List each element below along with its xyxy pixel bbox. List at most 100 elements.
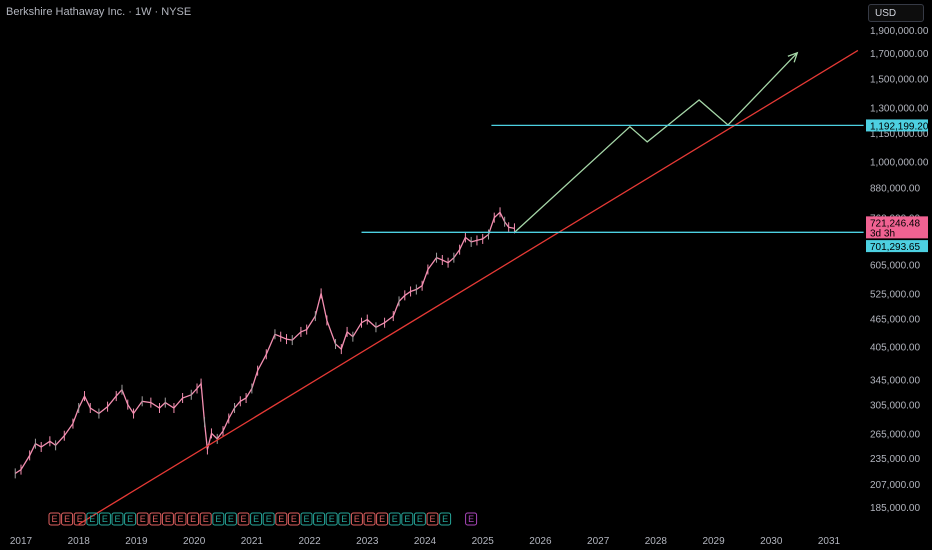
x-tick-label: 2017 (10, 536, 33, 547)
svg-text:E: E (316, 514, 322, 524)
earnings-marker[interactable]: E (149, 512, 162, 526)
earnings-marker[interactable]: E (388, 512, 401, 526)
svg-text:E: E (429, 514, 435, 524)
y-tick-label: 235,000.00 (870, 454, 920, 465)
earnings-marker[interactable]: E (401, 512, 414, 526)
svg-text:3d 3h: 3d 3h (870, 228, 895, 239)
svg-text:E: E (379, 514, 385, 524)
earnings-marker[interactable]: E (111, 512, 124, 526)
projection-path[interactable] (514, 52, 798, 233)
earnings-marker[interactable]: E (48, 512, 61, 526)
earnings-marker[interactable]: E (313, 512, 326, 526)
earnings-marker[interactable]: E (350, 512, 363, 526)
earnings-marker[interactable]: E (199, 512, 212, 526)
svg-text:E: E (291, 514, 297, 524)
svg-text:1,192,199.20: 1,192,199.20 (870, 121, 929, 132)
earnings-marker[interactable]: E (174, 512, 187, 526)
earnings-marker[interactable]: E (338, 512, 351, 526)
x-tick-label: 2031 (818, 536, 841, 547)
earnings-marker[interactable]: E (61, 512, 74, 526)
svg-text:E: E (366, 514, 372, 524)
earnings-marker[interactable]: E (86, 512, 99, 526)
y-tick-label: 1,700,000.00 (870, 49, 929, 60)
svg-text:E: E (190, 514, 196, 524)
earnings-marker[interactable]: E (124, 512, 137, 526)
svg-text:E: E (278, 514, 284, 524)
x-tick-label: 2019 (125, 536, 148, 547)
currency-selector[interactable]: USD (868, 4, 924, 22)
earnings-marker[interactable]: E (413, 512, 426, 526)
earnings-marker[interactable]: E (363, 512, 376, 526)
svg-text:E: E (228, 514, 234, 524)
x-tick-label: 2026 (529, 536, 552, 547)
earnings-marker[interactable]: E (426, 512, 439, 526)
svg-text:E: E (140, 514, 146, 524)
x-tick-label: 2030 (760, 536, 783, 547)
x-tick-label: 2021 (241, 536, 264, 547)
y-tick-label: 465,000.00 (870, 314, 920, 325)
support-trendline[interactable] (78, 49, 859, 525)
x-tick-label: 2022 (298, 536, 321, 547)
earnings-marker[interactable]: E (262, 512, 275, 526)
earnings-marker[interactable]: E (136, 512, 149, 526)
svg-text:E: E (329, 514, 335, 524)
earnings-marker[interactable]: E (224, 512, 237, 526)
y-tick-label: 880,000.00 (870, 184, 920, 195)
svg-text:E: E (341, 514, 347, 524)
svg-text:E: E (102, 514, 108, 524)
svg-text:E: E (127, 514, 133, 524)
earnings-marker[interactable]: E (212, 512, 225, 526)
svg-text:E: E (89, 514, 95, 524)
svg-text:E: E (404, 514, 410, 524)
svg-text:E: E (303, 514, 309, 524)
x-tick-label: 2027 (587, 536, 610, 547)
y-tick-label: 525,000.00 (870, 289, 920, 300)
svg-text:E: E (51, 514, 57, 524)
svg-text:E: E (203, 514, 209, 524)
y-tick-label: 185,000.00 (870, 503, 920, 514)
svg-text:E: E (177, 514, 183, 524)
svg-text:E: E (64, 514, 70, 524)
svg-text:E: E (165, 514, 171, 524)
svg-text:E: E (114, 514, 120, 524)
svg-text:E: E (240, 514, 246, 524)
svg-text:E: E (354, 514, 360, 524)
earnings-marker[interactable]: E (325, 512, 338, 526)
drawing-layer (14, 49, 864, 525)
earnings-marker[interactable]: E (73, 512, 86, 526)
earnings-marker[interactable]: E (376, 512, 389, 526)
earnings-marker[interactable]: E (161, 512, 174, 526)
earnings-marker[interactable]: E (300, 512, 313, 526)
svg-text:E: E (253, 514, 259, 524)
y-tick-label: 605,000.00 (870, 260, 920, 271)
x-tick-label: 2018 (68, 536, 91, 547)
y-tick-label: 265,000.00 (870, 429, 920, 440)
x-tick-label: 2028 (645, 536, 668, 547)
x-axis: 2017 2018 2019 2020 2021 2022 2023 2024 2025 2026… (10, 536, 841, 547)
earnings-marker[interactable]: E (275, 512, 288, 526)
y-tick-label: 1,900,000.00 (870, 26, 929, 37)
x-tick-label: 2023 (356, 536, 379, 547)
earnings-marker[interactable]: E (237, 512, 250, 526)
x-tick-label: 2025 (472, 536, 495, 547)
svg-text:E: E (215, 514, 221, 524)
x-tick-label: 2029 (702, 536, 725, 547)
y-tick-label: 345,000.00 (870, 375, 920, 386)
earnings-marker[interactable]: E (250, 512, 263, 526)
y-tick-label: 405,000.00 (870, 343, 920, 354)
earnings-marker[interactable]: E (187, 512, 200, 526)
earnings-marker[interactable]: E (439, 512, 452, 526)
y-tick-label: 1,000,000.00 (870, 157, 929, 168)
earnings-marker[interactable]: E (287, 512, 300, 526)
svg-text:701,293.65: 701,293.65 (870, 242, 920, 253)
svg-text:721,246.48: 721,246.48 (870, 218, 920, 229)
price-tag: 1,192,199.20 (866, 119, 929, 132)
y-tick-label: 1,300,000.00 (870, 104, 929, 115)
y-tick-label: 207,000.00 (870, 480, 920, 491)
earnings-marker[interactable]: E (98, 512, 111, 526)
earnings-marker[interactable]: E (465, 512, 478, 526)
x-tick-label: 2020 (183, 536, 206, 547)
price-tag: 701,293.65 (866, 240, 928, 253)
